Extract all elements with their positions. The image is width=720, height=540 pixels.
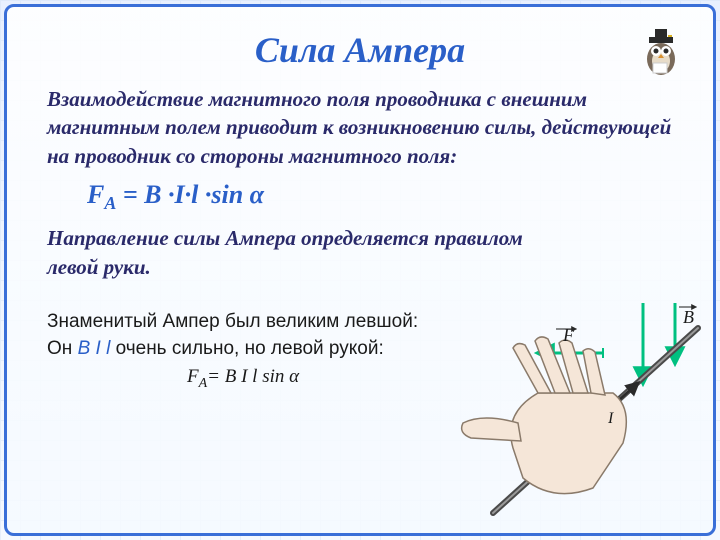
field-label: B — [683, 307, 694, 327]
ampere-formula: FA = B ·I·l ·sin α — [87, 180, 673, 214]
current-label: I — [607, 410, 614, 427]
owl-mascot-icon — [633, 25, 689, 81]
mnemonic-block: Знаменитый Ампер был великим левшой: Он … — [47, 309, 487, 394]
force-label: F — [562, 325, 575, 345]
mnemonic-line2: Он B I l очень сильно, но левой рукой: — [47, 336, 487, 363]
mnemonic-formula: FA= B I l sin α — [187, 364, 487, 393]
page-title: Сила Ампера — [47, 29, 673, 71]
mnemonic-line1: Знаменитый Ампер был великим левшой: — [47, 309, 487, 336]
left-hand-rule-diagram: F B I — [443, 293, 703, 523]
direction-paragraph: Направление силы Ампера определяется пра… — [47, 224, 527, 281]
intro-paragraph: Взаимодействие магнитного поля проводник… — [47, 85, 673, 170]
